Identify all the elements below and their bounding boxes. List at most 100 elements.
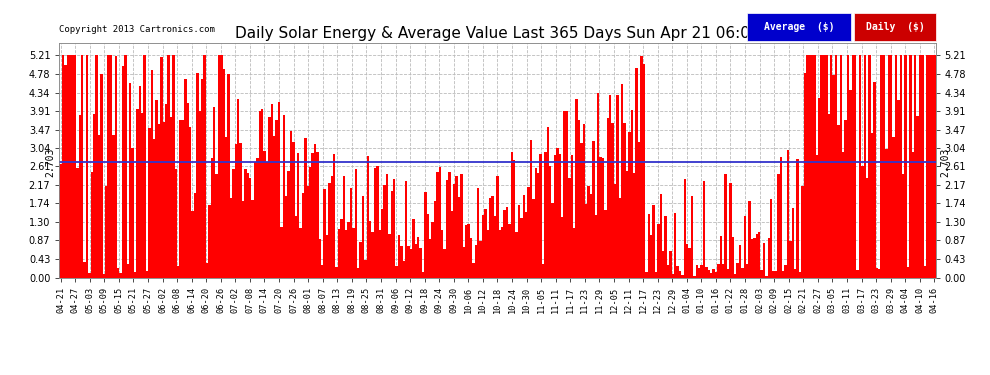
Bar	[400, 246, 403, 278]
Bar	[139, 86, 141, 278]
Bar	[830, 56, 833, 278]
Bar	[880, 56, 883, 278]
Bar	[364, 260, 366, 278]
Bar	[432, 222, 434, 278]
Bar	[434, 201, 437, 278]
Bar	[429, 238, 432, 278]
Bar	[760, 270, 762, 278]
Bar	[525, 212, 528, 278]
Bar	[683, 179, 686, 278]
Bar	[914, 56, 917, 278]
Bar	[600, 157, 602, 278]
Bar	[162, 122, 165, 278]
Bar	[888, 56, 890, 278]
Bar	[779, 157, 782, 278]
Bar	[607, 118, 609, 278]
Bar	[851, 56, 854, 278]
Bar	[804, 73, 806, 278]
Bar	[511, 152, 513, 278]
Bar	[450, 211, 453, 278]
Bar	[823, 56, 825, 278]
Bar	[165, 104, 167, 278]
Bar	[612, 123, 614, 278]
Bar	[199, 111, 201, 278]
Bar	[604, 210, 607, 278]
Bar	[679, 272, 681, 278]
Bar	[758, 232, 760, 278]
Bar	[561, 217, 563, 278]
Bar	[304, 138, 307, 278]
Bar	[88, 273, 91, 278]
Bar	[652, 205, 654, 278]
Bar	[496, 176, 499, 278]
Bar	[787, 150, 789, 278]
Bar	[408, 246, 410, 278]
Bar	[792, 208, 794, 278]
Bar	[216, 174, 218, 278]
Bar	[753, 238, 755, 278]
Bar	[595, 214, 597, 278]
Bar	[597, 93, 600, 278]
Bar	[875, 268, 878, 278]
Bar	[835, 56, 838, 278]
Bar	[235, 144, 237, 278]
Bar	[811, 56, 813, 278]
Bar	[725, 174, 727, 278]
Bar	[66, 56, 69, 278]
Bar	[868, 56, 871, 278]
Bar	[700, 265, 703, 278]
Bar	[225, 136, 228, 278]
Bar	[107, 56, 110, 278]
Bar	[482, 215, 484, 278]
Bar	[934, 56, 936, 278]
Bar	[801, 186, 804, 278]
Bar	[715, 272, 717, 278]
Bar	[230, 198, 233, 278]
Bar	[858, 56, 861, 278]
Bar	[734, 274, 737, 278]
Bar	[816, 156, 818, 278]
Text: Daily  ($): Daily ($)	[865, 22, 925, 32]
Bar	[127, 264, 129, 278]
Text: 2.703: 2.703	[940, 148, 950, 177]
Bar	[624, 123, 626, 278]
Bar	[290, 130, 292, 278]
Bar	[228, 74, 230, 278]
Bar	[647, 214, 649, 278]
Bar	[578, 120, 580, 278]
Bar	[144, 56, 146, 278]
Bar	[666, 266, 669, 278]
Bar	[789, 241, 792, 278]
Bar	[737, 264, 739, 278]
Bar	[410, 249, 412, 278]
Bar	[883, 56, 885, 278]
Bar	[902, 174, 904, 278]
Bar	[448, 172, 450, 278]
Bar	[583, 124, 585, 278]
Bar	[742, 268, 743, 278]
Text: Average  ($): Average ($)	[764, 22, 835, 32]
Bar	[919, 56, 921, 278]
Text: Copyright 2013 Cartronics.com: Copyright 2013 Cartronics.com	[59, 25, 215, 34]
Bar	[386, 174, 388, 278]
Bar	[371, 231, 374, 278]
Bar	[479, 241, 482, 278]
Bar	[727, 268, 729, 278]
Bar	[523, 195, 525, 278]
Bar	[878, 269, 880, 278]
Bar	[649, 235, 652, 278]
Bar	[251, 200, 253, 278]
Bar	[319, 239, 321, 278]
Bar	[861, 166, 863, 278]
Bar	[904, 56, 907, 278]
Bar	[191, 211, 194, 278]
Bar	[309, 167, 312, 278]
Bar	[112, 135, 115, 278]
Bar	[258, 111, 261, 278]
Bar	[439, 167, 442, 278]
Bar	[103, 274, 105, 278]
Bar	[91, 172, 93, 278]
Bar	[336, 267, 338, 278]
Bar	[846, 56, 849, 278]
Bar	[124, 56, 127, 278]
